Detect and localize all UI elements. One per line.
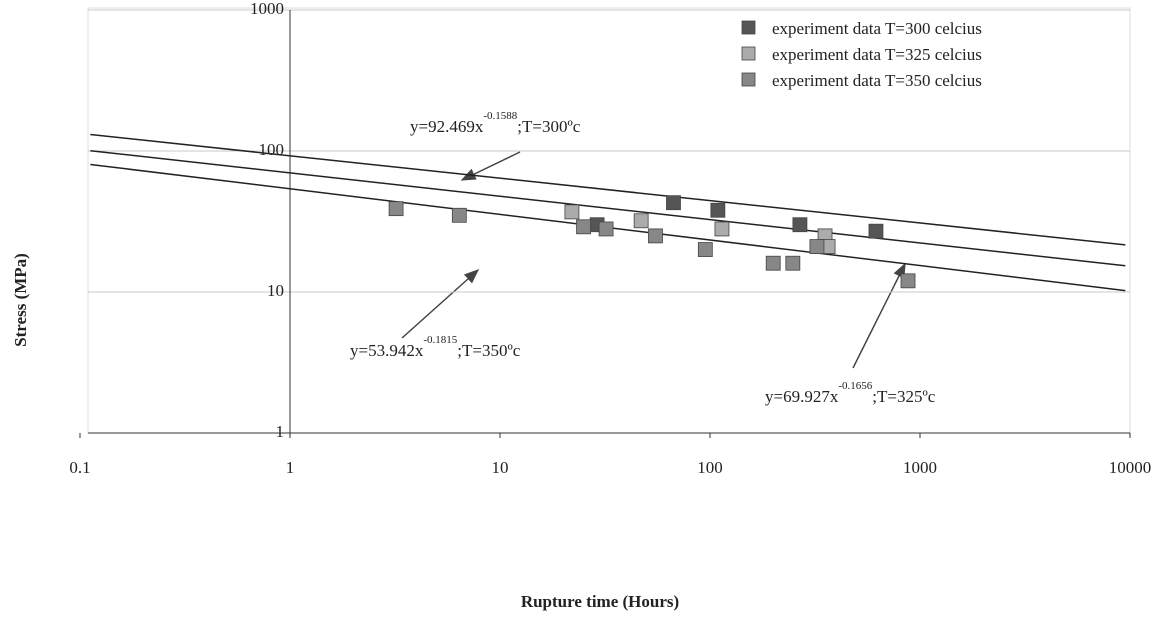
y-tick-label: 100 [259,140,285,159]
x-tick-label: 1000 [903,458,937,477]
x-tick-label: 10 [492,458,509,477]
data-point [900,273,916,289]
x-tick-label: 1 [286,458,295,477]
data-point [451,207,467,223]
x-tick-label: 10000 [1109,458,1152,477]
data-point [598,221,614,237]
trend-line [90,133,1126,246]
data-point [714,221,730,237]
data-point [785,255,801,271]
trend-equation: y=69.927x-0.1656;T=325ºc [765,380,936,406]
legend-label: experiment data T=350 celcius [772,71,982,90]
legend-swatch [741,20,756,35]
y-tick-label: 10 [267,281,284,300]
equation-prefix: y=53.942x [350,341,424,360]
data-point [792,217,808,233]
data-point [710,202,726,218]
equation-prefix: y=92.469x [410,117,484,136]
data-point [388,201,404,217]
arrow [852,262,906,369]
legend-swatch [741,46,756,61]
x-tick-label: 0.1 [69,458,90,477]
arrow [401,268,480,339]
trend-equation: y=53.942x-0.1815;T=350ºc [350,334,521,360]
legend-swatch [741,72,756,87]
data-point [564,204,580,220]
y-tick-label: 1000 [250,0,284,18]
data-point [765,255,781,271]
trend-line [90,149,1126,267]
data-point [697,242,713,257]
equation-exponent: -0.1656 [838,380,872,392]
equation-exponent: -0.1588 [483,110,517,122]
y-tick-label: 1 [276,422,285,441]
data-point [648,228,663,244]
equation-prefix: y=69.927x [765,387,839,406]
data-point [633,213,649,229]
legend-label: experiment data T=325 celcius [772,45,982,64]
data-point [576,219,591,235]
legend-label: experiment data T=300 celcius [772,19,982,38]
y-axis-title: Stress (MPa) [11,253,30,347]
equation-suffix: ;T=325ºc [872,387,935,406]
data-point [868,223,884,239]
data-point [809,239,825,254]
equation-suffix: ;T=350ºc [457,341,520,360]
x-axis-title: Rupture time (Hours) [521,592,679,611]
equation-exponent: -0.1815 [423,334,457,346]
annotation-arrows [401,151,906,369]
data-point [666,195,681,211]
x-tick-label: 100 [697,458,723,477]
equation-suffix: ;T=300ºc [517,117,580,136]
trend-equation: y=92.469x-0.1588;T=300ºc [410,110,581,136]
